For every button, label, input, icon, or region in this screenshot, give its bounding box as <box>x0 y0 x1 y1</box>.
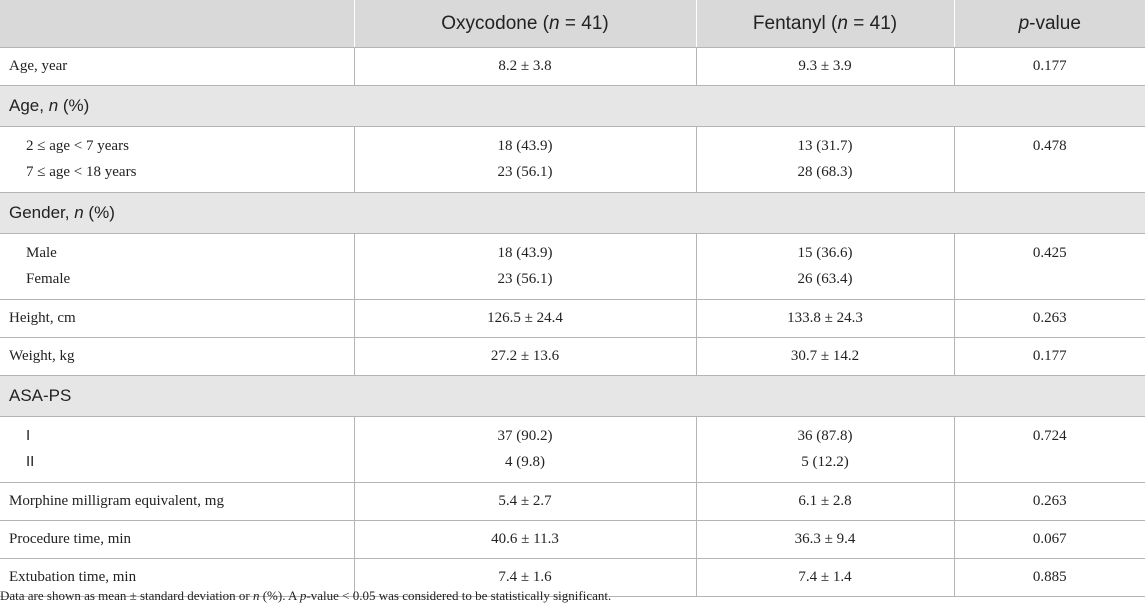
header-oxycodone: Oxycodone (n = 41) <box>354 0 697 48</box>
oxycodone-values: 18 (43.9) 23 (56.1) <box>354 233 697 300</box>
header-row: Oxycodone (n = 41) Fentanyl (n = 41) p-v… <box>0 0 1145 48</box>
p-value: 0.177 <box>954 337 1145 376</box>
row-label: Age, year <box>0 47 355 86</box>
label-asa-i: I <box>26 427 31 444</box>
section-gender-n: Gender, n (%) <box>0 192 1145 234</box>
label-age-7-18: 7 ≤ age < 18 years <box>26 164 137 180</box>
fentanyl-value: 6.1 ± 2.8 <box>696 482 955 521</box>
p-value: 0.885 <box>954 558 1145 597</box>
label-asa-ii: II <box>26 453 35 470</box>
oxycodone-values: 18 (43.9) 23 (56.1) <box>354 126 697 193</box>
fentanyl-value: 7.4 ± 1.4 <box>696 558 955 597</box>
header-empty-cell <box>0 0 355 48</box>
p-value: 0.263 <box>954 482 1145 521</box>
row-labels: I II <box>0 416 355 483</box>
fentanyl-value: 133.8 ± 24.3 <box>696 299 955 338</box>
row-labels: 2 ≤ age < 7 years 7 ≤ age < 18 years <box>0 126 355 193</box>
header-p-value: p-value <box>954 0 1145 48</box>
label-male: Male <box>26 245 57 261</box>
row-height: Height, cm 126.5 ± 24.4 133.8 ± 24.3 0.2… <box>0 299 1145 338</box>
p-value: 0.263 <box>954 299 1145 338</box>
label-female: Female <box>26 271 71 287</box>
row-label: Height, cm <box>0 299 355 338</box>
fentanyl-value: 36.3 ± 9.4 <box>696 520 955 559</box>
row-label: Morphine milligram equivalent, mg <box>0 482 355 521</box>
section-age-n: Age, n (%) <box>0 85 1145 127</box>
p-value: 0.067 <box>954 520 1145 559</box>
fentanyl-values: 15 (36.6) 26 (63.4) <box>696 233 955 300</box>
p-value: 0.724 <box>954 416 1145 483</box>
oxycodone-value: 27.2 ± 13.6 <box>354 337 697 376</box>
row-label: Extubation time, min <box>0 558 355 597</box>
header-fentanyl: Fentanyl (n = 41) <box>696 0 955 48</box>
section-label: ASA-PS <box>0 375 1145 417</box>
oxycodone-value: 126.5 ± 24.4 <box>354 299 697 338</box>
row-procedure-time: Procedure time, min 40.6 ± 11.3 36.3 ± 9… <box>0 520 1145 559</box>
table-footnote: Data are shown as mean ± standard deviat… <box>0 588 612 603</box>
row-labels: Male Female <box>0 233 355 300</box>
oxycodone-value: 5.4 ± 2.7 <box>354 482 697 521</box>
oxycodone-value: 7.4 ± 1.6 <box>354 558 697 597</box>
label-age-2-7: 2 ≤ age < 7 years <box>26 138 129 154</box>
p-value: 0.177 <box>954 47 1145 86</box>
row-weight: Weight, kg 27.2 ± 13.6 30.7 ± 14.2 0.177 <box>0 337 1145 376</box>
section-asa-ps: ASA-PS <box>0 375 1145 417</box>
oxycodone-values: 37 (90.2) 4 (9.8) <box>354 416 697 483</box>
p-value: 0.425 <box>954 233 1145 300</box>
fentanyl-value: 9.3 ± 3.9 <box>696 47 955 86</box>
oxycodone-value: 8.2 ± 3.8 <box>354 47 697 86</box>
row-label: Procedure time, min <box>0 520 355 559</box>
oxycodone-value: 40.6 ± 11.3 <box>354 520 697 559</box>
row-age-year: Age, year 8.2 ± 3.8 9.3 ± 3.9 0.177 <box>0 47 1145 86</box>
row-asa-groups: I II 37 (90.2) 4 (9.8) 36 (87.8) 5 (12.2… <box>0 416 1145 483</box>
fentanyl-values: 13 (31.7) 28 (68.3) <box>696 126 955 193</box>
section-label: Age, n (%) <box>0 85 1145 127</box>
row-label: Weight, kg <box>0 337 355 376</box>
row-extubation-time: Extubation time, min 7.4 ± 1.6 7.4 ± 1.4… <box>0 558 1145 597</box>
fentanyl-values: 36 (87.8) 5 (12.2) <box>696 416 955 483</box>
section-label: Gender, n (%) <box>0 192 1145 234</box>
row-gender-groups: Male Female 18 (43.9) 23 (56.1) 15 (36.6… <box>0 233 1145 300</box>
row-age-groups: 2 ≤ age < 7 years 7 ≤ age < 18 years 18 … <box>0 126 1145 193</box>
fentanyl-value: 30.7 ± 14.2 <box>696 337 955 376</box>
row-morphine-equivalent: Morphine milligram equivalent, mg 5.4 ± … <box>0 482 1145 521</box>
p-value: 0.478 <box>954 126 1145 193</box>
